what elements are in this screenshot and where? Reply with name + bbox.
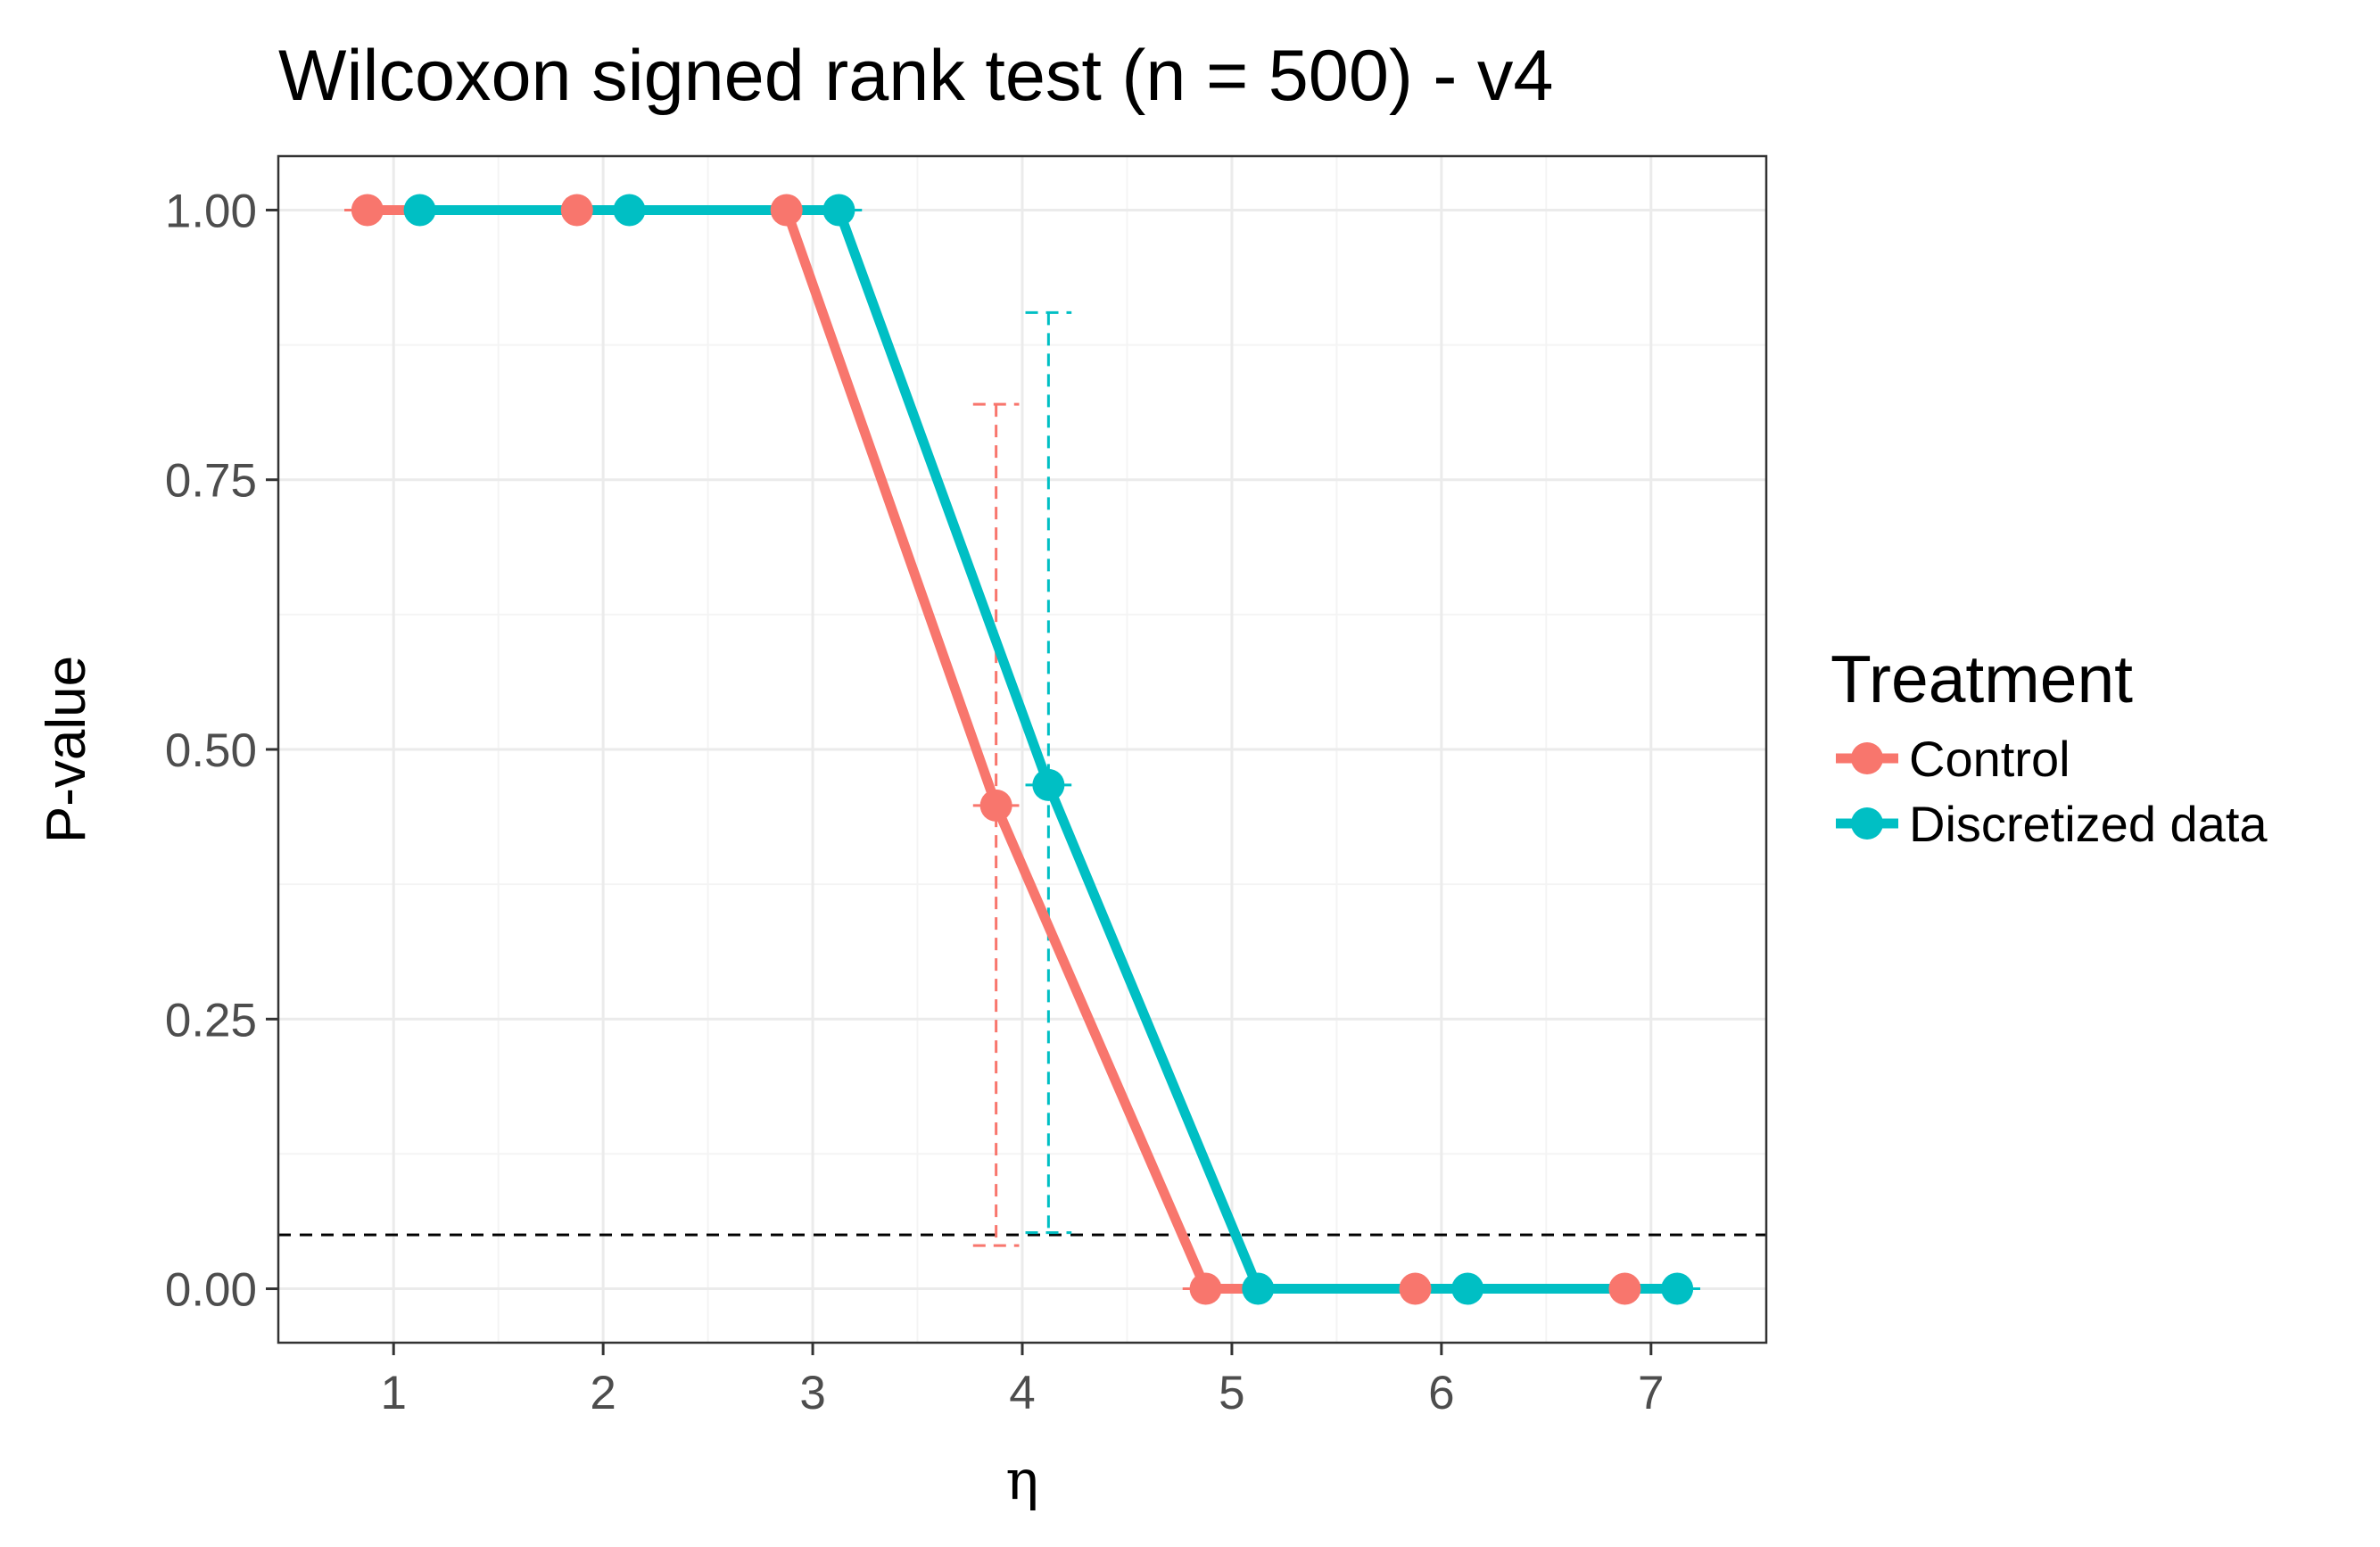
data-point	[1451, 1273, 1483, 1305]
data-point	[1190, 1273, 1222, 1305]
x-tick-label: 7	[1638, 1367, 1664, 1419]
y-axis: 0.00 0.25 0.50 0.75 1.00	[165, 185, 278, 1316]
y-tick-label: 0.75	[165, 455, 257, 508]
data-point	[822, 194, 855, 226]
legend-label: Control	[1909, 731, 2070, 787]
data-point	[614, 194, 646, 226]
x-axis: 1 2 3 4 5 6 7	[380, 1343, 1664, 1419]
data-point	[351, 194, 384, 226]
y-tick-label: 0.50	[165, 724, 257, 777]
data-point	[561, 194, 593, 226]
data-point	[404, 194, 436, 226]
legend-item: Discretized data	[1836, 796, 2268, 852]
y-tick-label: 1.00	[165, 185, 257, 237]
x-tick-label: 4	[1009, 1367, 1035, 1419]
x-tick-label: 2	[590, 1367, 616, 1419]
data-point	[1661, 1273, 1693, 1305]
legend-key-point	[1851, 807, 1883, 840]
data-point	[1608, 1273, 1640, 1305]
legend: Treatment Control Discretized data	[1830, 641, 2268, 852]
legend-key-point	[1851, 742, 1883, 774]
legend-item: Control	[1836, 731, 2070, 787]
x-tick-label: 6	[1428, 1367, 1454, 1419]
y-axis-title: P-value	[36, 656, 97, 843]
data-point	[771, 194, 803, 226]
data-point	[1399, 1273, 1431, 1305]
x-tick-label: 1	[380, 1367, 406, 1419]
legend-title: Treatment	[1830, 641, 2133, 716]
y-tick-label: 0.00	[165, 1264, 257, 1317]
legend-label: Discretized data	[1909, 796, 2268, 852]
x-axis-title: η	[1005, 1447, 1038, 1512]
y-tick-label: 0.25	[165, 994, 257, 1046]
x-tick-label: 5	[1219, 1367, 1244, 1419]
data-point	[1242, 1273, 1274, 1305]
x-tick-label: 3	[799, 1367, 825, 1419]
data-point	[1032, 769, 1064, 801]
data-point	[980, 790, 1012, 822]
chart-title: Wilcoxon signed rank test (n = 500) - v4	[278, 36, 1553, 116]
